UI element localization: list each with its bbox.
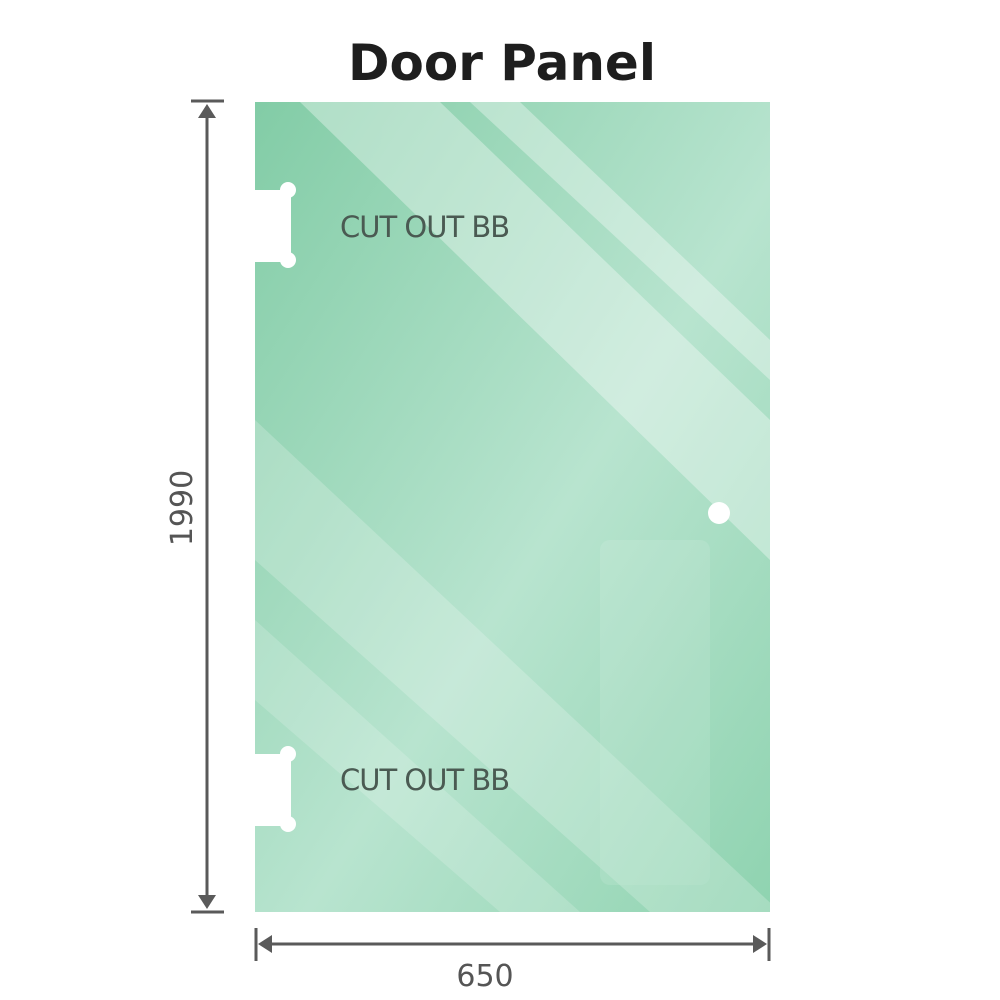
- handle-hole: [708, 502, 730, 524]
- height-dimension-label: 1990: [165, 470, 200, 546]
- width-dimension-line: [254, 928, 771, 961]
- cutout-bottom: [255, 746, 296, 832]
- cutout-top: [255, 182, 296, 268]
- glass-panel: [255, 102, 770, 912]
- height-dimension-line: [191, 99, 224, 914]
- diagram-title: Door Panel: [348, 34, 656, 92]
- cutout-label-bottom: CUT OUT BB: [340, 763, 509, 797]
- cutout-label-top: CUT OUT BB: [340, 210, 509, 244]
- width-dimension-label: 650: [456, 959, 513, 994]
- glass-reflection: [255, 102, 770, 912]
